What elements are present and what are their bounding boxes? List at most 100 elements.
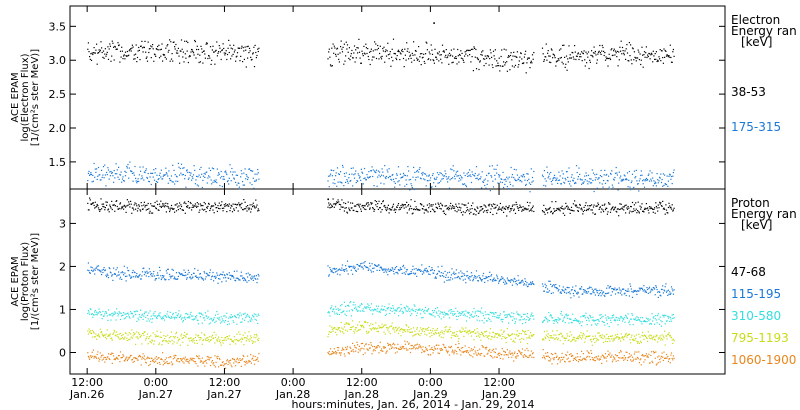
data-point [137,359,139,361]
data-point [626,336,628,338]
data-point [626,317,629,320]
data-point [116,331,118,333]
data-point [128,332,130,334]
data-point [335,55,337,57]
data-point [109,333,111,335]
data-point [131,44,133,46]
data-point [474,208,476,210]
data-point [338,328,340,330]
data-point [101,169,103,171]
data-point [592,291,594,293]
data-point [208,55,210,57]
data-point [605,174,607,176]
data-point [372,207,374,209]
data-point [655,182,657,184]
data-point [590,178,592,180]
data-point [578,207,580,209]
data-point [152,318,154,320]
data-point [89,173,91,175]
data-point [256,315,258,317]
data-point [210,339,212,341]
data-point [458,177,461,179]
data-point [564,177,566,179]
data-point [604,324,606,326]
data-point [157,178,159,181]
data-point [399,208,401,210]
data-point [582,336,584,338]
data-point [459,174,461,176]
data-point [476,319,478,321]
data-point [162,364,164,366]
data-point [344,175,346,177]
data-point [105,311,107,313]
data-point [450,54,452,56]
data-point [181,337,183,339]
data-point [247,178,249,181]
data-point [644,207,646,209]
data-point [339,181,341,183]
data-point [418,171,420,173]
data-point [584,65,586,67]
data-point [581,179,583,181]
data-point [584,290,586,292]
data-point [391,310,393,313]
data-point [369,176,371,178]
data-point [360,303,362,305]
data-point [413,166,415,168]
data-point [378,325,380,327]
data-point [225,203,227,205]
data-point [430,177,432,179]
data-point [481,54,483,56]
data-point [340,204,342,206]
data-point [226,336,228,338]
data-point [196,184,198,186]
data-point [576,171,578,174]
data-point [467,312,469,314]
data-point [146,320,148,322]
data-point [97,166,100,169]
data-point [131,329,133,331]
data-point [665,204,667,206]
data-point [215,49,217,51]
data-point [333,170,335,172]
data-point [132,335,134,337]
data-point [574,45,576,47]
data-point [217,205,219,207]
data-point [243,344,245,346]
data-point [152,212,154,214]
data-point [114,273,116,275]
data-point [99,210,101,212]
data-point [514,280,517,283]
data-point [184,316,186,318]
data-point [155,207,157,209]
data-point [557,322,559,324]
data-point [202,209,205,211]
data-point [507,56,509,58]
data-point [423,272,425,274]
data-point [555,287,557,289]
data-point [123,355,125,357]
data-point [473,213,475,215]
data-point [458,312,461,314]
data-point [643,211,645,213]
data-point [165,58,167,60]
data-point [472,48,474,50]
data-point [640,63,642,66]
data-point [172,269,174,271]
data-point [625,48,627,50]
data-point [557,208,559,210]
data-point [662,314,664,316]
data-point [633,335,635,337]
data-point [419,53,422,55]
data-point [248,47,251,49]
data-point [258,178,260,180]
data-point [114,358,116,360]
data-point [453,310,455,312]
data-point [456,331,458,333]
data-point [114,311,116,313]
data-point [555,334,557,336]
data-point [340,321,342,324]
data-point [180,204,182,206]
data-point [433,270,435,272]
data-point [380,211,382,213]
